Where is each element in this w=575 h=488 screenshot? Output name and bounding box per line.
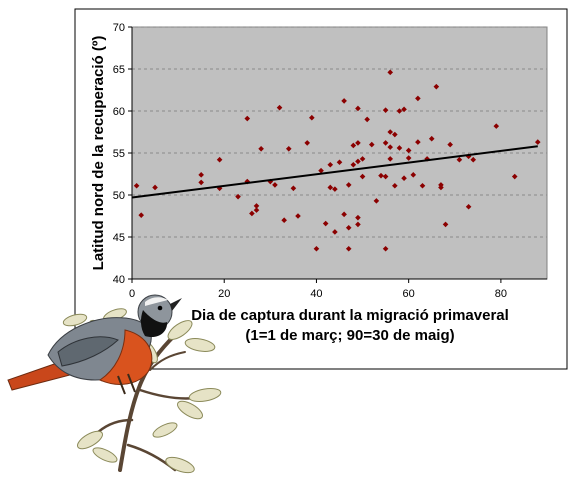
data-point <box>295 213 301 219</box>
y-tick-label: 70 <box>113 22 125 34</box>
data-point <box>341 98 347 104</box>
data-point <box>359 173 366 180</box>
data-point <box>309 114 315 121</box>
data-point <box>272 182 278 188</box>
data-point <box>138 212 145 218</box>
data-point <box>355 214 361 221</box>
data-point <box>442 221 449 228</box>
data-point <box>364 116 370 123</box>
data-point <box>382 140 389 146</box>
data-point <box>373 198 380 204</box>
data-point <box>198 179 204 186</box>
data-point <box>534 139 541 145</box>
data-point <box>401 106 407 113</box>
data-point <box>355 158 361 165</box>
data-point <box>433 83 440 90</box>
y-tick-label: 40 <box>113 274 125 286</box>
data-point <box>493 123 500 129</box>
data-point <box>387 144 394 150</box>
y-tick-label: 45 <box>113 232 125 244</box>
data-point <box>332 229 338 235</box>
data-point <box>290 185 297 192</box>
data-point <box>438 184 444 191</box>
data-point <box>152 184 158 191</box>
data-point <box>387 69 394 76</box>
data-point <box>410 172 417 178</box>
data-point <box>511 173 518 180</box>
y-tick-label: 65 <box>113 64 125 76</box>
data-point <box>336 159 343 166</box>
data-point <box>419 182 426 189</box>
y-tick-label: 55 <box>113 148 125 160</box>
y-tick-label: 60 <box>113 106 125 118</box>
data-point <box>465 203 472 210</box>
data-point <box>470 156 477 163</box>
x-axis-title-line-2: (1=1 de març; 90=30 de maig) <box>245 327 454 344</box>
data-point <box>401 175 407 181</box>
data-point <box>382 245 389 252</box>
x-tick-label: 20 <box>218 288 230 300</box>
data-point <box>133 182 140 189</box>
data-point <box>253 203 260 209</box>
data-point <box>216 156 223 163</box>
x-tick-label: 80 <box>495 288 507 300</box>
y-tick-labels: 40 45 50 55 60 65 70 <box>113 22 132 286</box>
data-point <box>244 115 251 122</box>
data-point <box>345 245 352 252</box>
data-point <box>341 211 347 218</box>
data-point <box>258 146 264 152</box>
data-point <box>382 173 389 180</box>
x-tick-label: 0 <box>129 288 135 300</box>
data-point <box>345 224 352 231</box>
data-point <box>350 161 357 168</box>
data-point <box>332 186 338 192</box>
data-point <box>345 182 352 188</box>
data-point <box>428 135 435 142</box>
scatter-points <box>133 69 541 252</box>
data-point <box>405 147 412 154</box>
trend-line <box>131 145 538 199</box>
data-point <box>198 172 204 178</box>
data-point <box>387 156 394 162</box>
data-point <box>396 108 403 114</box>
data-point <box>327 184 334 191</box>
data-point <box>322 220 329 227</box>
data-point <box>253 207 260 213</box>
data-point <box>447 141 453 148</box>
data-point <box>396 145 403 151</box>
data-point <box>392 131 398 138</box>
redstart-bird-illustration <box>7 294 222 474</box>
x-tick-label: 40 <box>310 288 322 300</box>
data-point <box>368 141 375 148</box>
data-point <box>456 156 463 163</box>
data-point <box>281 217 287 223</box>
x-tick-label: 60 <box>403 288 415 300</box>
data-point <box>355 221 361 228</box>
data-point <box>313 245 320 252</box>
data-point <box>276 104 283 111</box>
data-point <box>415 95 421 102</box>
x-axis-title-line-1: Dia de captura durant la migració primav… <box>191 307 509 324</box>
data-point <box>415 139 421 145</box>
data-point <box>249 210 255 217</box>
data-point <box>392 182 398 189</box>
y-tick-label: 50 <box>113 190 125 202</box>
data-point <box>235 193 241 200</box>
data-point <box>465 153 472 160</box>
data-point <box>318 167 324 174</box>
data-point <box>378 172 384 179</box>
data-point <box>405 155 412 161</box>
y-axis-title: Latitud nord de la recuperació (º) <box>90 36 107 271</box>
data-point <box>350 142 357 149</box>
data-point <box>304 140 311 146</box>
data-point <box>382 107 389 113</box>
data-point <box>387 129 394 135</box>
data-point <box>327 161 334 168</box>
data-point <box>355 140 361 146</box>
x-tick-labels: 0 20 40 60 80 <box>129 279 507 300</box>
data-point <box>355 105 361 112</box>
data-point <box>359 156 366 162</box>
data-point <box>285 146 292 152</box>
